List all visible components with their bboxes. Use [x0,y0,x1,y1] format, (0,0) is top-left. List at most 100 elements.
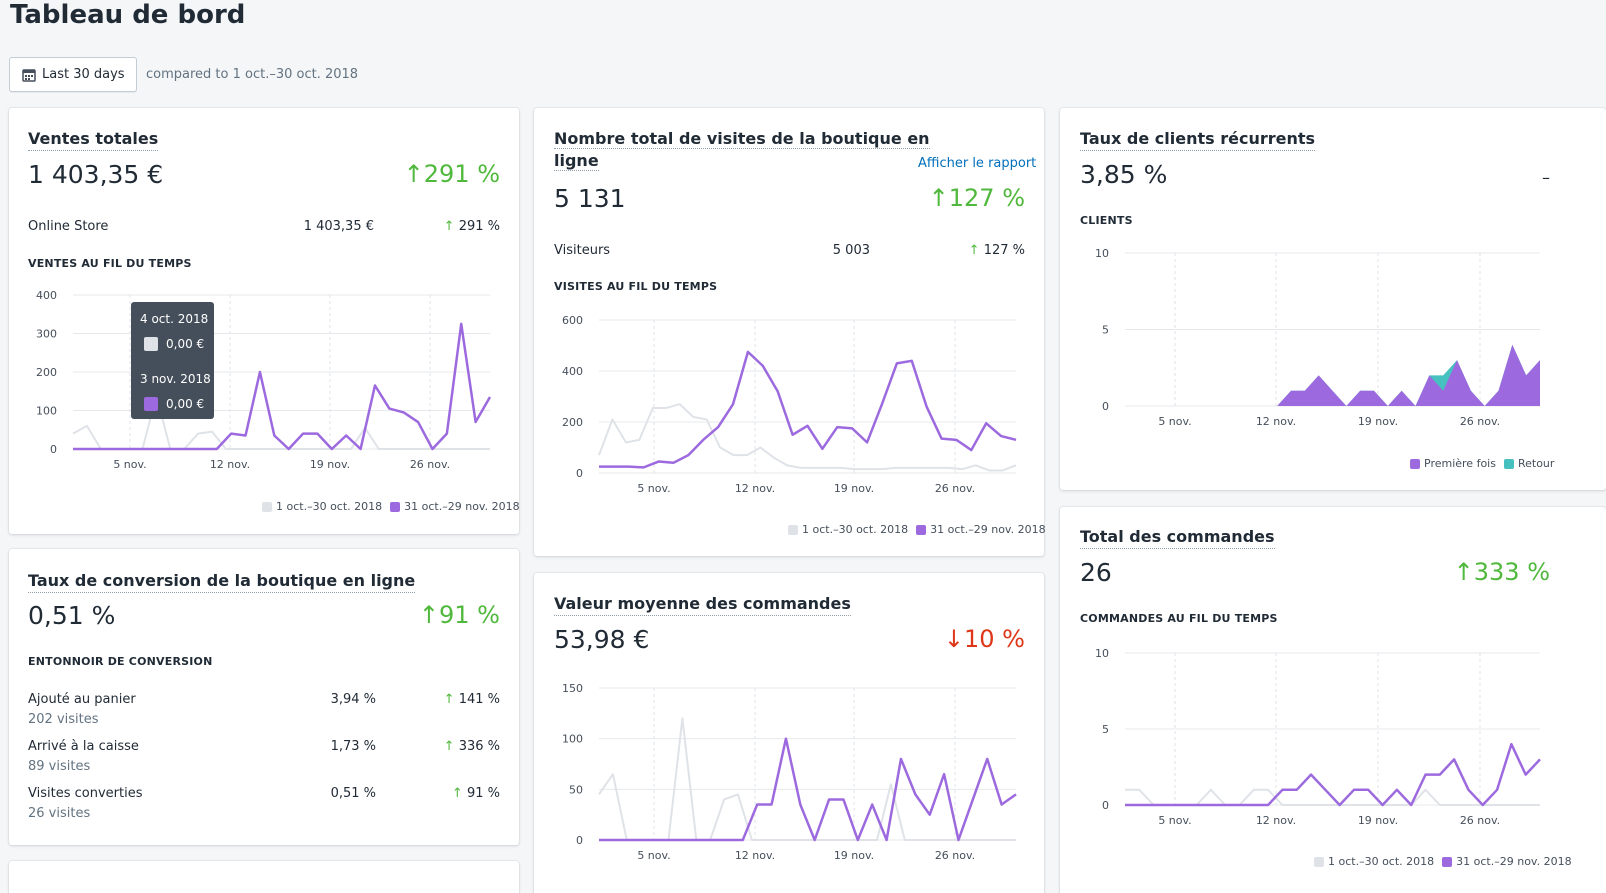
returning-value: 3,85 % [1080,160,1168,189]
y-tick-label: 0 [50,443,57,456]
x-tick-label: 19 nov. [1358,814,1398,827]
legend-swatch-previous [262,501,272,512]
funnel-row-label: Arrivé à la caisse [28,739,139,754]
orders-chart-label: COMMANDES AU FIL DU TEMPS [1080,612,1278,625]
legend-current: 31 oct.–29 nov. 2018 [404,500,520,513]
funnel-row-change: ↑ 141 % [443,692,500,707]
orders-change: ↑333 % [1453,558,1550,586]
legend-previous: 1 oct.–30 oct. 2018 [1328,855,1435,868]
visits-chart[interactable]: 0 200 400 600 5 nov. 12 nov. 19 nov. 26 nov. [554,310,1034,510]
series-line-current [599,350,1017,469]
tooltip-date-current: 3 nov. 2018 [140,372,211,386]
x-tick-label: 26 nov. [1460,415,1500,428]
y-tick-label: 100 [562,733,583,746]
orders-card [1060,507,1606,893]
x-tick-label: 12 nov. [735,482,775,495]
legend-swatch-first [1410,458,1420,469]
legend-swatch-return [1503,458,1514,469]
x-tick-label: 26 nov. [1460,814,1500,827]
sales-title[interactable]: Ventes totales [28,128,159,151]
date-range-button[interactable]: Last 30 days [9,57,137,92]
orders-title[interactable]: Total des commandes [1080,526,1275,549]
conversion-title[interactable]: Taux de conversion de la boutique en lig… [28,570,416,593]
y-tick-label: 600 [562,314,583,327]
x-tick-label: 5 nov. [1158,415,1191,428]
orders-chart[interactable]: 0 5 10 5 nov. 12 nov. 19 nov. 26 nov. [1080,640,1560,840]
sales-row-label: Online Store [28,219,109,234]
returning-card [1060,108,1606,490]
y-tick-label: 5 [1102,723,1109,736]
x-tick-label: 5 nov. [113,458,146,471]
visits-card [534,108,1044,556]
legend-first: Première fois [1424,457,1496,470]
legend-previous: 1 oct.–30 oct. 2018 [276,500,383,513]
visits-row-change: ↑ 127 % [968,243,1025,258]
y-tick-label: 50 [569,783,583,796]
x-tick-label: 5 nov. [637,482,670,495]
conversion-card [9,549,519,845]
tooltip-swatch-current [144,397,158,411]
sales-chart[interactable]: 0 100 200 300 400 5 nov. 12 nov. 19 nov. 26 nov. [28,285,508,485]
y-tick-label: 200 [36,366,57,379]
x-tick-label: 12 nov. [1256,814,1296,827]
legend-swatch-previous [1314,856,1324,867]
orders-legend: 1 oct.–30 oct. 2018 31 oct.–29 nov. 2018 [1306,855,1572,868]
funnel-row-sub: 202 visites [28,712,99,727]
sales-row-change: ↑ 291 % [443,219,500,234]
page-title: Tableau de bord [10,0,246,30]
returning-title[interactable]: Taux de clients récurrents [1080,128,1316,151]
visits-title-line1: Nombre total de visites de la boutique e… [554,129,930,149]
y-tick-label: 100 [36,405,57,418]
series-line-current [1125,742,1541,807]
visits-change: ↑127 % [928,184,1025,212]
tooltip-date-previous: 4 oct. 2018 [140,312,209,326]
x-tick-label: 26 nov. [935,482,975,495]
sales-card [9,108,519,534]
series-line-current [599,737,1017,842]
legend-return: Retour [1517,457,1555,470]
visits-row-label: Visiteurs [554,243,611,258]
visits-legend: 1 oct.–30 oct. 2018 31 oct.–29 nov. 2018 [780,523,1046,536]
y-tick-label: 0 [1102,400,1109,413]
y-tick-label: 150 [562,682,583,695]
y-tick-label: 0 [576,834,583,847]
x-tick-label: 26 nov. [935,849,975,862]
y-tick-label: 200 [562,416,583,429]
conversion-change: ↑91 % [418,601,500,629]
y-tick-label: 10 [1095,647,1109,660]
sales-change: ↑291 % [403,160,500,188]
funnel-row-value: 0,51 % [330,786,376,801]
aov-change: ↓10 % [943,625,1025,653]
legend-swatch-previous [788,524,798,535]
sales-legend: 1 oct.–30 oct. 2018 31 oct.–29 nov. 2018 [254,500,520,513]
aov-value: 53,98 € [554,625,650,654]
aov-title[interactable]: Valeur moyenne des commandes [554,593,851,616]
legend-current: 31 oct.–29 nov. 2018 [1456,855,1572,868]
legend-current: 31 oct.–29 nov. 2018 [930,523,1046,536]
next-card [9,861,519,893]
x-tick-label: 5 nov. [1158,814,1191,827]
visits-chart-label: VISITES AU FIL DU TEMPS [554,280,718,293]
aov-chart[interactable]: 0 50 100 150 5 nov. 12 nov. 19 nov. 26 nov. [554,678,1034,878]
x-tick-label: 19 nov. [310,458,350,471]
y-tick-label: 400 [36,289,57,302]
sales-row-value: 1 403,35 € [303,219,374,234]
view-report-link[interactable]: Afficher le rapport [918,156,1037,171]
x-tick-label: 26 nov. [410,458,450,471]
funnel-row-change: ↑ 336 % [443,739,500,754]
visits-title[interactable]: Nombre total de visites de la boutique e… [554,128,930,172]
conversion-value: 0,51 % [28,601,116,630]
tooltip-swatch-previous [144,337,158,351]
x-tick-label: 19 nov. [834,482,874,495]
y-tick-label: 0 [576,467,583,480]
series-line-previous [598,403,1017,472]
legend-swatch-current [1442,856,1453,867]
comparison-period: compared to 1 oct.–30 oct. 2018 [146,67,359,82]
y-tick-label: 5 [1102,324,1109,337]
returning-chart[interactable]: 0 5 10 5 nov. 12 nov. 19 nov. 26 nov. [1080,240,1560,440]
tooltip-value-previous: 0,00 € [166,337,205,351]
returning-chart-label: CLIENTS [1080,214,1133,227]
x-tick-label: 5 nov. [637,849,670,862]
legend-swatch-current [390,501,401,512]
visits-title-line2: ligne [554,151,599,171]
